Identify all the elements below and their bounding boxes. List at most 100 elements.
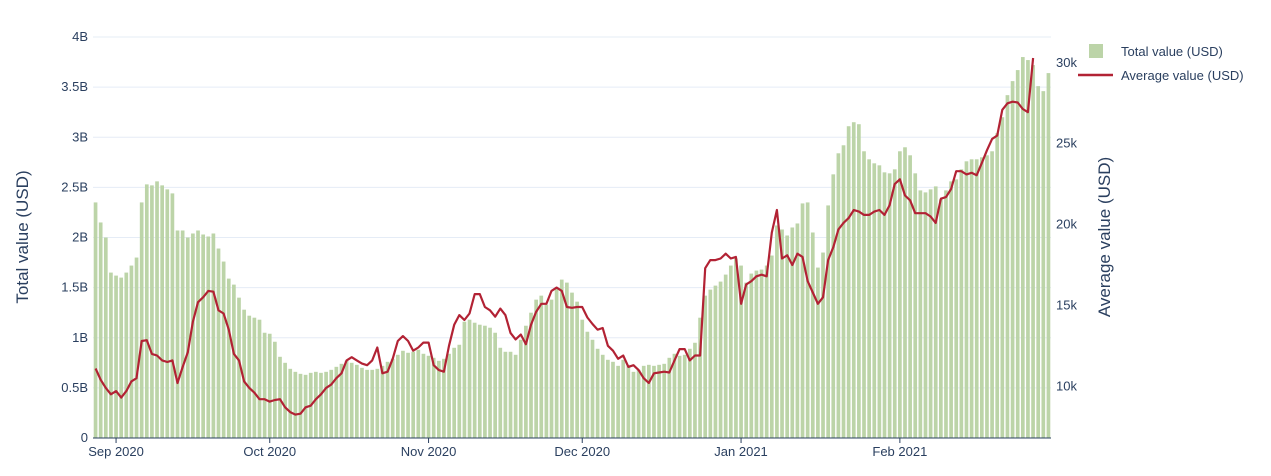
bar bbox=[1005, 95, 1010, 439]
bar bbox=[288, 368, 293, 438]
bar bbox=[483, 325, 487, 438]
bar bbox=[472, 322, 477, 438]
legend-item-average-value[interactable]: Average value (USD) bbox=[1078, 68, 1244, 83]
bar bbox=[109, 272, 113, 438]
bar bbox=[580, 319, 585, 438]
bar bbox=[826, 205, 830, 438]
bar bbox=[903, 147, 907, 438]
bar bbox=[559, 279, 564, 438]
bar bbox=[836, 153, 841, 439]
bar bbox=[129, 265, 134, 438]
bar bbox=[616, 365, 620, 438]
bar bbox=[790, 227, 795, 438]
right-tick-label: 15k bbox=[1056, 297, 1077, 312]
bar bbox=[621, 359, 626, 438]
x-tick-label: Dec 2020 bbox=[554, 444, 610, 459]
bar bbox=[344, 360, 349, 438]
bar bbox=[503, 351, 508, 438]
bar bbox=[734, 258, 738, 438]
bar bbox=[160, 185, 165, 438]
bar bbox=[319, 372, 323, 438]
bar bbox=[201, 234, 205, 438]
bar bbox=[565, 282, 569, 438]
bar bbox=[647, 364, 651, 438]
bar bbox=[462, 321, 467, 438]
bar bbox=[1000, 117, 1005, 438]
bar bbox=[728, 265, 733, 438]
bar bbox=[739, 265, 743, 438]
bar bbox=[257, 319, 262, 438]
bar bbox=[544, 304, 549, 438]
left-axis-title: Total value (USD) bbox=[13, 170, 32, 303]
bar bbox=[334, 366, 339, 438]
bar bbox=[831, 174, 836, 438]
bar bbox=[877, 165, 882, 438]
bar bbox=[851, 122, 856, 439]
bar bbox=[273, 341, 277, 438]
legend-item-total-value[interactable]: Total value (USD) bbox=[1089, 44, 1223, 59]
bar bbox=[390, 358, 395, 438]
left-tick-label: 2.5B bbox=[61, 179, 88, 194]
bar bbox=[611, 361, 615, 438]
bar bbox=[682, 354, 687, 438]
line-series-average-value bbox=[94, 57, 1035, 416]
bar bbox=[508, 351, 513, 438]
bar bbox=[933, 186, 938, 438]
bar bbox=[944, 190, 948, 438]
bar bbox=[841, 145, 846, 438]
bar bbox=[672, 353, 677, 438]
bar bbox=[636, 369, 641, 438]
bar bbox=[585, 331, 590, 438]
bar bbox=[155, 181, 159, 439]
left-tick-label: 3B bbox=[72, 129, 88, 144]
bar bbox=[764, 265, 769, 438]
bar bbox=[426, 355, 431, 438]
bar bbox=[693, 342, 697, 438]
bar bbox=[442, 358, 446, 438]
legend-label-total-value: Total value (USD) bbox=[1121, 44, 1223, 59]
bar bbox=[93, 202, 98, 438]
bar bbox=[1046, 73, 1051, 438]
bar bbox=[652, 365, 656, 438]
bar bbox=[749, 273, 754, 438]
average-value-line bbox=[94, 57, 1035, 416]
bar bbox=[667, 357, 672, 438]
left-tick-label: 2B bbox=[72, 230, 88, 245]
legend[interactable]: Total value (USD) Average value (USD) bbox=[1078, 44, 1244, 83]
right-tick-label: 30k bbox=[1056, 55, 1077, 70]
bar bbox=[872, 163, 877, 438]
bar bbox=[247, 315, 252, 438]
bar bbox=[144, 184, 149, 438]
bar bbox=[974, 159, 979, 438]
bar bbox=[134, 257, 139, 438]
bar bbox=[324, 371, 328, 438]
left-tick-label: 0 bbox=[81, 430, 88, 445]
bar bbox=[923, 192, 928, 438]
bar bbox=[1015, 70, 1020, 439]
bar bbox=[723, 274, 728, 438]
bar bbox=[662, 363, 667, 438]
bar bbox=[365, 369, 369, 438]
bar bbox=[846, 126, 851, 438]
x-tick-label: Jan 2021 bbox=[714, 444, 768, 459]
bar bbox=[990, 151, 994, 438]
bar bbox=[626, 364, 631, 438]
bar bbox=[908, 155, 912, 439]
bar bbox=[165, 189, 170, 438]
bar bbox=[498, 347, 503, 438]
right-tick-label: 10k bbox=[1056, 378, 1077, 393]
x-tick-label: Sep 2020 bbox=[88, 444, 144, 459]
bar bbox=[242, 309, 246, 438]
bar bbox=[457, 344, 462, 438]
bar bbox=[380, 365, 385, 438]
bar bbox=[232, 284, 236, 438]
bar bbox=[595, 348, 600, 438]
bar bbox=[708, 289, 713, 438]
bar bbox=[354, 364, 359, 438]
x-axis-tick-labels: Sep 2020 Oct 2020 Nov 2020 Dec 2020 Jan 2021… bbox=[88, 438, 927, 459]
left-tick-label: 1.5B bbox=[61, 280, 88, 295]
bar bbox=[488, 327, 492, 438]
bar bbox=[370, 369, 375, 438]
bar bbox=[385, 361, 390, 438]
